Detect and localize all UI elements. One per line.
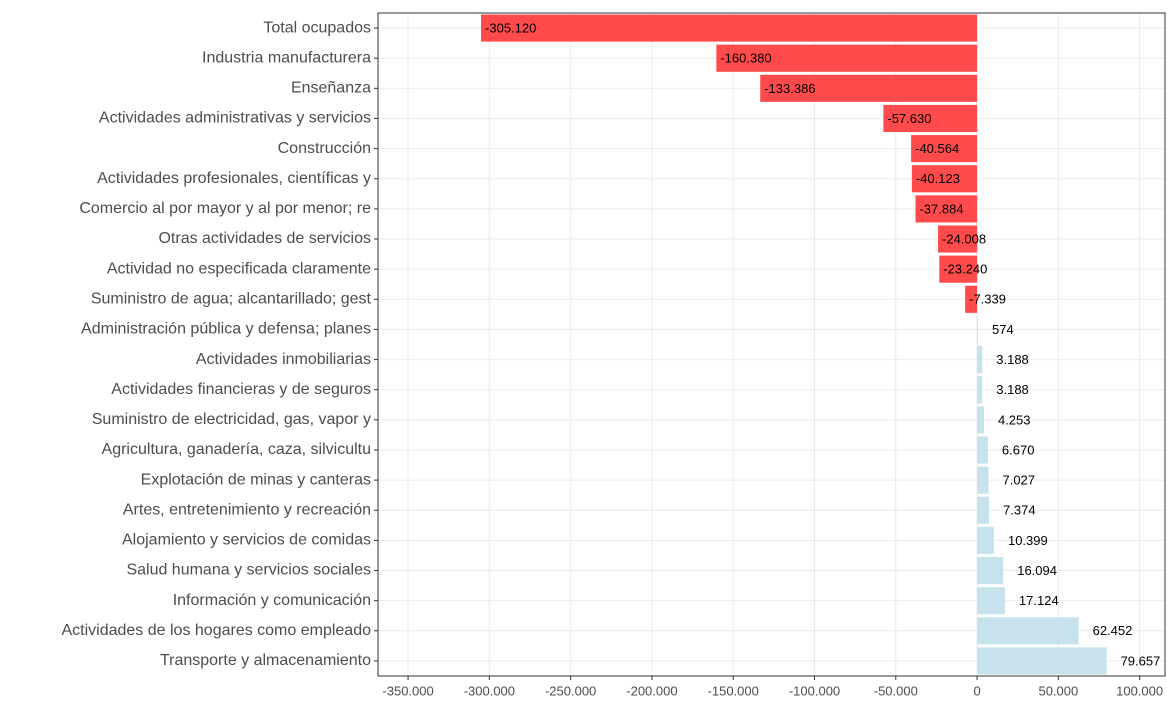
bar bbox=[977, 436, 988, 464]
value-label: 6.670 bbox=[1002, 442, 1035, 457]
y-tick-label: Otras actividades de servicios bbox=[158, 230, 371, 247]
y-tick-label: Actividades financieras y de seguros bbox=[111, 381, 371, 398]
value-label: 3.188 bbox=[996, 352, 1029, 367]
bar bbox=[911, 165, 978, 193]
value-label: 62.452 bbox=[1093, 623, 1133, 638]
x-tick-label: 50.000 bbox=[1038, 683, 1078, 698]
value-label: 4.253 bbox=[998, 412, 1031, 427]
bar bbox=[977, 526, 994, 554]
value-label: -57.630 bbox=[887, 111, 931, 126]
panel-border bbox=[377, 12, 1166, 677]
bar bbox=[977, 346, 983, 374]
bar bbox=[977, 466, 989, 494]
bar bbox=[965, 285, 978, 313]
y-tick-label: Administración pública y defensa; planes bbox=[81, 321, 371, 338]
x-tick-label: 100.000 bbox=[1116, 683, 1163, 698]
y-tick-label: Artes, entretenimiento y recreación bbox=[123, 501, 371, 518]
value-label: 7.027 bbox=[1002, 473, 1035, 488]
y-tick-label: Construcción bbox=[278, 140, 371, 157]
bar bbox=[883, 104, 978, 133]
value-label: 3.188 bbox=[996, 382, 1029, 397]
x-tick-label: 0 bbox=[973, 683, 980, 698]
value-label: 16.094 bbox=[1017, 563, 1057, 578]
bar bbox=[977, 647, 1107, 675]
value-label: -305.120 bbox=[485, 21, 536, 36]
y-tick-label: Suministro de agua; alcantarillado; gest bbox=[91, 291, 372, 308]
bar bbox=[938, 225, 978, 253]
bar bbox=[977, 556, 1004, 585]
value-label: -133.386 bbox=[764, 81, 815, 96]
y-tick-label: Actividades inmobiliarias bbox=[196, 351, 371, 368]
value-label: 17.124 bbox=[1019, 593, 1059, 608]
x-tick-label: -300.000 bbox=[464, 683, 515, 698]
value-label: -40.564 bbox=[915, 141, 959, 156]
x-tick-label: -150.000 bbox=[708, 683, 759, 698]
value-label: 10.399 bbox=[1008, 533, 1048, 548]
bar bbox=[977, 617, 1079, 645]
y-tick-label: Actividad no especificada claramente bbox=[107, 260, 371, 277]
y-tick-label: Suministro de electricidad, gas, vapor y bbox=[92, 411, 371, 428]
y-tick-label: Enseñanza bbox=[291, 80, 371, 97]
bar bbox=[481, 14, 978, 42]
bar bbox=[977, 496, 990, 524]
value-label: -160.380 bbox=[720, 51, 771, 66]
value-label: -37.884 bbox=[919, 201, 963, 216]
value-label: 79.657 bbox=[1121, 653, 1161, 668]
value-label: 574 bbox=[992, 322, 1014, 337]
value-label: -7.339 bbox=[969, 292, 1006, 307]
y-tick-label: Salud humana y servicios sociales bbox=[126, 562, 371, 579]
bar bbox=[915, 195, 978, 223]
y-tick-label: Comercio al por mayor y al por menor; re bbox=[79, 200, 371, 217]
bar bbox=[911, 135, 978, 163]
bar bbox=[977, 376, 983, 404]
y-tick-label: Alojamiento y servicios de comidas bbox=[122, 532, 371, 549]
y-tick-label: Transporte y almacenamiento bbox=[160, 652, 371, 669]
x-tick-label: -50.000 bbox=[874, 683, 918, 698]
y-tick-label: Actividades de los hogares como empleado bbox=[61, 622, 371, 639]
y-tick-label: Agricultura, ganadería, caza, silvicultu bbox=[102, 441, 371, 458]
value-label: -24.008 bbox=[942, 231, 986, 246]
bar bbox=[760, 74, 978, 102]
y-tick-label: Actividades administrativas y servicios bbox=[99, 110, 371, 127]
x-tick-label: -100.000 bbox=[789, 683, 840, 698]
value-label: -23.240 bbox=[943, 262, 987, 277]
panel bbox=[378, 13, 1165, 676]
bar bbox=[939, 255, 978, 283]
bar bbox=[977, 406, 984, 434]
value-label: -40.123 bbox=[916, 171, 960, 186]
y-tick-label: Actividades profesionales, científicas y bbox=[97, 170, 371, 187]
bar bbox=[716, 44, 978, 72]
x-tick-label: -200.000 bbox=[626, 683, 677, 698]
x-tick-label: -350.000 bbox=[382, 683, 433, 698]
bar bbox=[977, 315, 979, 343]
bar bbox=[977, 587, 1005, 615]
value-label: 7.374 bbox=[1003, 503, 1036, 518]
y-tick-label: Industria manufacturera bbox=[202, 49, 371, 66]
y-tick-label: Total ocupados bbox=[263, 19, 371, 36]
y-tick-label: Explotación de minas y canteras bbox=[141, 471, 371, 488]
y-tick-label: Información y comunicación bbox=[173, 592, 371, 609]
x-tick-label: -250.000 bbox=[545, 683, 596, 698]
